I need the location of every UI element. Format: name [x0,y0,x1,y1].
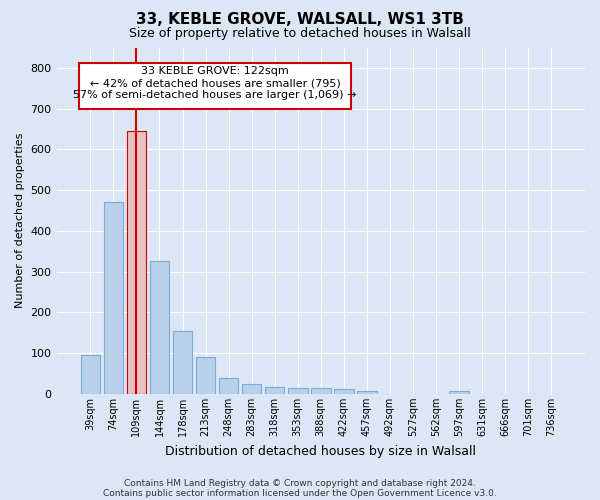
Bar [242,384,262,394]
Bar [265,386,284,394]
Text: 33 KEBLE GROVE: 122sqm: 33 KEBLE GROVE: 122sqm [141,66,289,76]
Bar [173,330,193,394]
Bar [149,262,169,394]
Bar [196,357,215,394]
Bar [219,378,238,394]
Bar [334,389,353,394]
Bar [311,388,331,394]
Text: 57% of semi-detached houses are larger (1,069) →: 57% of semi-detached houses are larger (… [73,90,356,101]
Text: ← 42% of detached houses are smaller (795): ← 42% of detached houses are smaller (79… [89,78,340,88]
Bar [357,390,377,394]
X-axis label: Distribution of detached houses by size in Walsall: Distribution of detached houses by size … [165,444,476,458]
FancyBboxPatch shape [79,62,351,108]
Text: Contains HM Land Registry data © Crown copyright and database right 2024.: Contains HM Land Registry data © Crown c… [124,478,476,488]
Text: Size of property relative to detached houses in Walsall: Size of property relative to detached ho… [129,28,471,40]
Bar [288,388,308,394]
Bar [127,131,146,394]
Bar [104,202,123,394]
Bar [80,355,100,394]
Bar [449,390,469,394]
Text: Contains public sector information licensed under the Open Government Licence v3: Contains public sector information licen… [103,488,497,498]
Text: 33, KEBLE GROVE, WALSALL, WS1 3TB: 33, KEBLE GROVE, WALSALL, WS1 3TB [136,12,464,28]
Y-axis label: Number of detached properties: Number of detached properties [15,133,25,308]
